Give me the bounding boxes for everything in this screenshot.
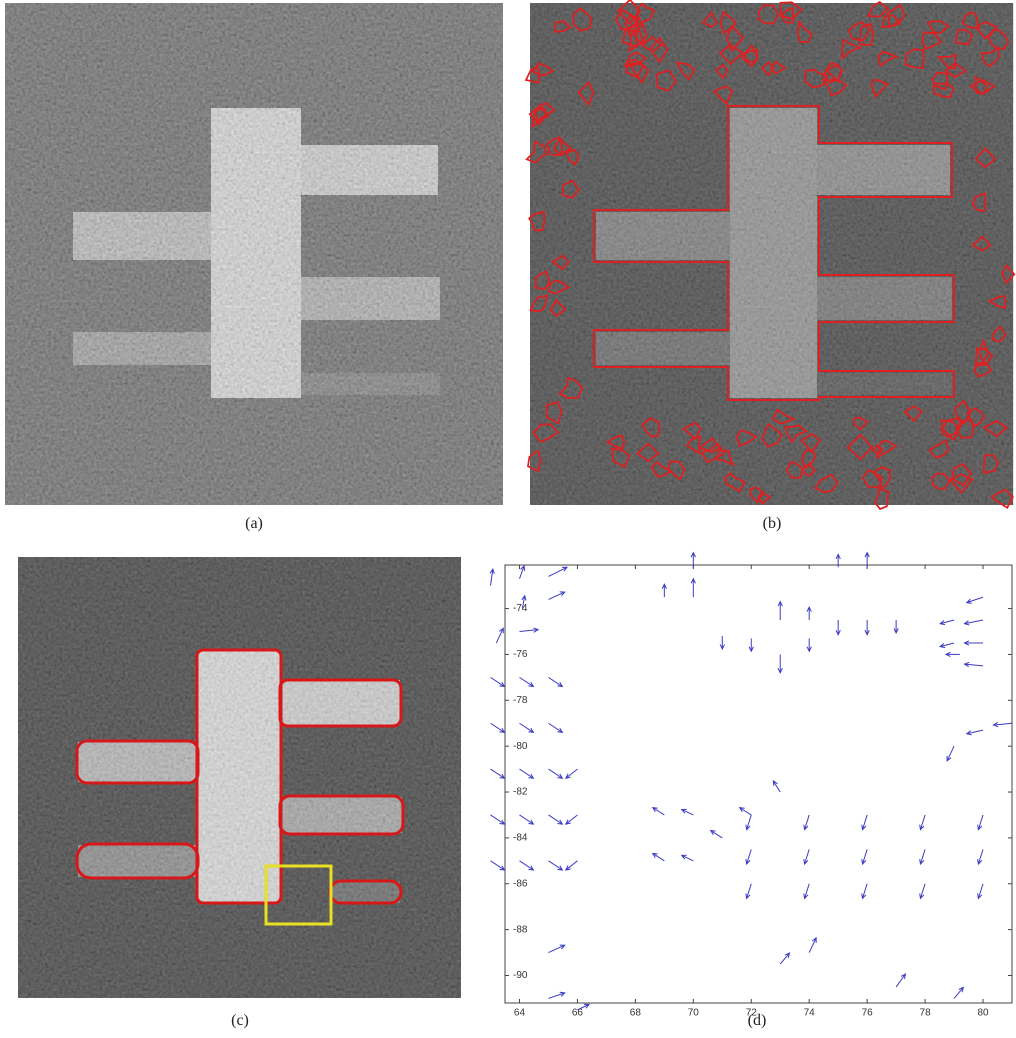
- x-tick-label: 80: [977, 1008, 989, 1019]
- arrow: [491, 815, 505, 824]
- segmented-image: [526, 0, 1014, 509]
- plot-frame: [505, 565, 1012, 1003]
- arrow: [491, 677, 505, 686]
- arrow: [491, 769, 505, 778]
- x-tick-label: 68: [630, 1008, 642, 1019]
- x-tick-label: 76: [862, 1008, 874, 1019]
- caption: (d): [748, 1012, 767, 1029]
- y-tick-label: -90: [513, 970, 528, 981]
- arrow: [490, 569, 494, 586]
- y-tick-label: -86: [513, 878, 528, 889]
- caption: (c): [231, 1012, 249, 1029]
- arrow: [496, 628, 503, 643]
- y-tick-label: -76: [513, 649, 528, 660]
- y-tick-label: -80: [513, 741, 528, 752]
- caption: (b): [763, 515, 782, 532]
- x-tick-label: 70: [688, 1008, 700, 1019]
- figure: 646668707274767880-74-76-78-80-82-84-86-…: [0, 0, 1016, 1038]
- x-tick-label: 64: [514, 1008, 526, 1019]
- arrow: [491, 723, 505, 732]
- x-tick-label: 78: [920, 1008, 932, 1019]
- y-tick-label: -88: [513, 924, 528, 935]
- arrow: [491, 861, 505, 870]
- y-tick-label: -82: [513, 787, 528, 798]
- x-tick-label: 74: [804, 1008, 816, 1019]
- y-tick-label: -84: [513, 833, 528, 844]
- contour-image: [18, 557, 461, 998]
- y-tick-label: -78: [513, 695, 528, 706]
- y-tick-label: -74: [513, 603, 528, 614]
- noisy-image: [5, 3, 503, 505]
- caption: (a): [245, 515, 263, 532]
- page: {"captions": ["(a)", "(b)", "(c)", "(d)"…: [0, 0, 1016, 1038]
